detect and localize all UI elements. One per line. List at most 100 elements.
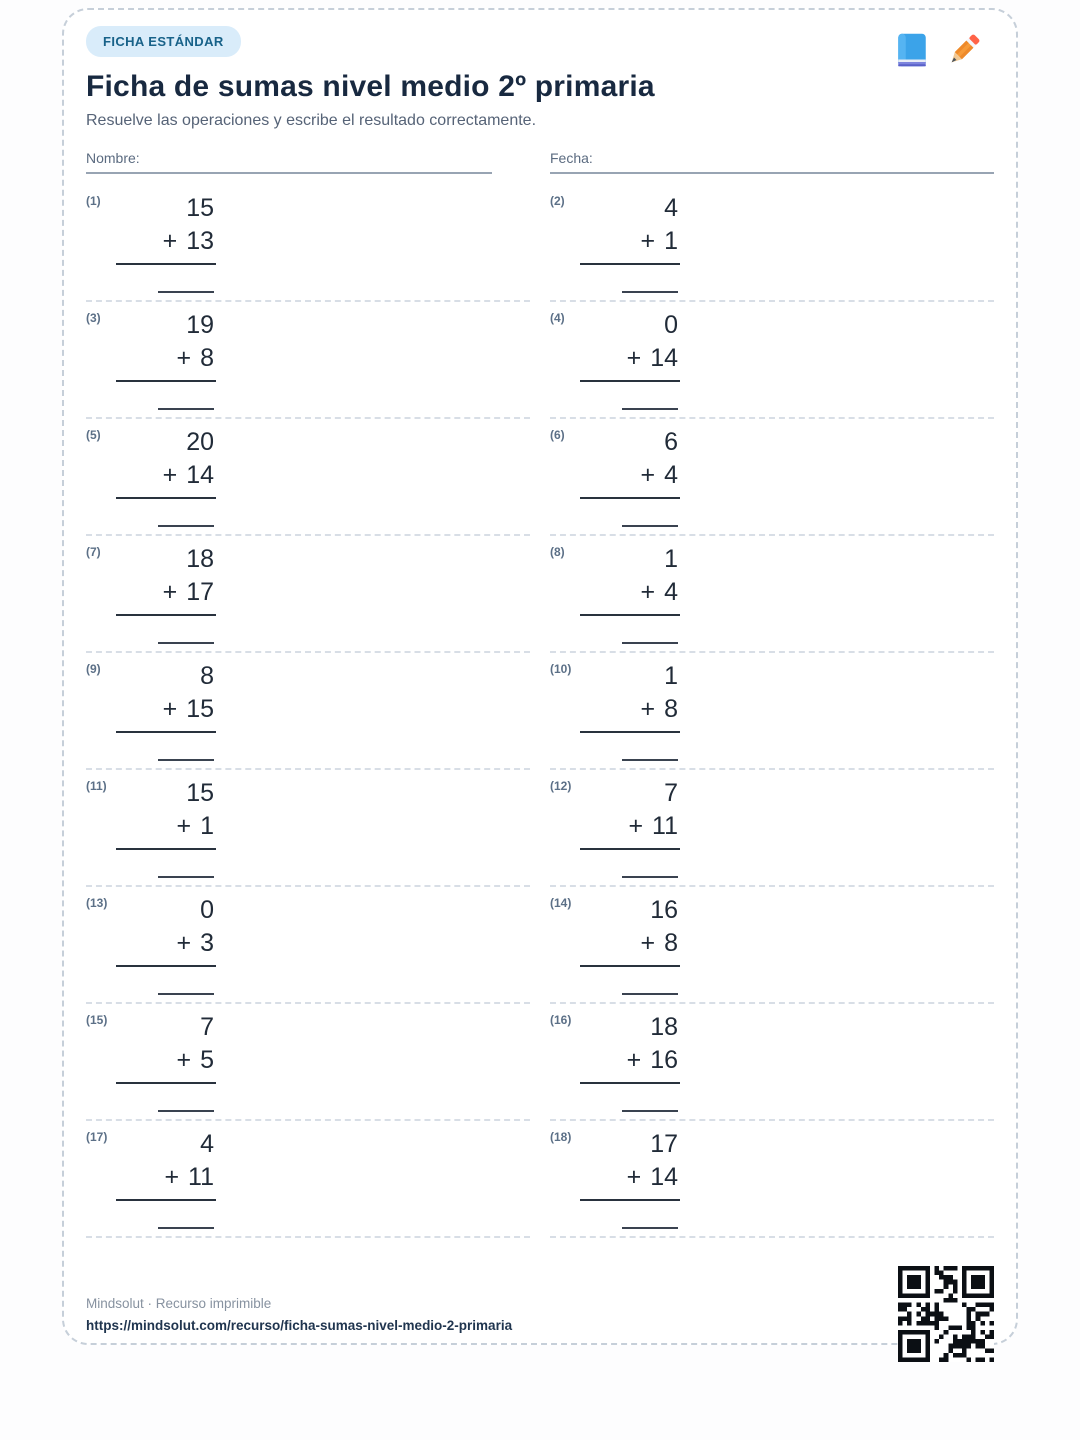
operand-top: 6 bbox=[664, 428, 678, 456]
answer-blank[interactable] bbox=[158, 408, 214, 410]
answer-blank[interactable] bbox=[158, 876, 214, 878]
operand-bottom: 1 bbox=[664, 227, 678, 255]
plus-operator: + bbox=[162, 461, 178, 489]
operand-stack: 0 +3 bbox=[116, 894, 216, 967]
operand-stack: 4 +11 bbox=[116, 1128, 216, 1201]
operand-bottom-row: +4 bbox=[580, 576, 680, 609]
answer-blank[interactable] bbox=[622, 1227, 678, 1229]
problem-block: 15 +1 bbox=[116, 777, 216, 878]
answer-blank[interactable] bbox=[158, 642, 214, 644]
operand-bottom-row: +15 bbox=[116, 693, 216, 726]
operand-top: 16 bbox=[650, 896, 678, 924]
answer-blank[interactable] bbox=[622, 759, 678, 761]
problem-block: 8 +15 bbox=[116, 660, 216, 761]
operand-bottom-row: +4 bbox=[580, 459, 680, 492]
operand-bottom-row: +3 bbox=[116, 927, 216, 960]
operand-bottom: 11 bbox=[188, 1163, 214, 1191]
operand-bottom: 16 bbox=[650, 1046, 678, 1074]
problem-block: 7 +5 bbox=[116, 1011, 216, 1112]
addition-problem: (15) 7 +5 bbox=[86, 1004, 530, 1121]
date-field-line[interactable] bbox=[550, 172, 994, 174]
operand-top: 15 bbox=[186, 779, 214, 807]
addition-problem: (6) 6 +4 bbox=[550, 419, 994, 536]
answer-blank[interactable] bbox=[622, 525, 678, 527]
addition-problem: (14) 16 +8 bbox=[550, 887, 994, 1004]
addition-problem: (2) 4 +1 bbox=[550, 185, 994, 302]
operand-stack: 7 +11 bbox=[580, 777, 680, 850]
operand-bottom: 8 bbox=[200, 344, 214, 372]
operand-stack: 15 +13 bbox=[116, 192, 216, 265]
answer-blank[interactable] bbox=[158, 1110, 214, 1112]
problem-number: (7) bbox=[86, 545, 101, 559]
operand-bottom: 14 bbox=[650, 1163, 678, 1191]
operand-stack: 18 +17 bbox=[116, 543, 216, 616]
answer-blank[interactable] bbox=[158, 291, 214, 293]
problem-number: (5) bbox=[86, 428, 101, 442]
operand-bottom: 8 bbox=[664, 929, 678, 957]
operand-bottom: 4 bbox=[664, 461, 678, 489]
operand-bottom: 5 bbox=[200, 1046, 214, 1074]
plus-operator: + bbox=[626, 1046, 642, 1074]
operand-top: 7 bbox=[664, 779, 678, 807]
operand-bottom-row: +8 bbox=[116, 342, 216, 375]
operand-top: 17 bbox=[650, 1130, 678, 1158]
answer-blank[interactable] bbox=[622, 291, 678, 293]
problem-block: 4 +1 bbox=[580, 192, 680, 293]
operand-bottom: 4 bbox=[664, 578, 678, 606]
operand-top: 4 bbox=[664, 194, 678, 222]
answer-blank[interactable] bbox=[622, 876, 678, 878]
operand-top: 15 bbox=[186, 194, 214, 222]
addition-problem: (9) 8 +15 bbox=[86, 653, 530, 770]
problem-block: 19 +8 bbox=[116, 309, 216, 410]
plus-operator: + bbox=[176, 929, 192, 957]
operand-bottom-row: +14 bbox=[580, 1161, 680, 1194]
operand-bottom-row: +1 bbox=[580, 225, 680, 258]
plus-operator: + bbox=[176, 344, 192, 372]
operand-stack: 1 +4 bbox=[580, 543, 680, 616]
worksheet-type-badge: FICHA ESTÁNDAR bbox=[86, 26, 241, 57]
operand-top: 1 bbox=[664, 662, 678, 690]
answer-blank[interactable] bbox=[158, 525, 214, 527]
operand-top: 0 bbox=[664, 311, 678, 339]
operand-top: 0 bbox=[200, 896, 214, 924]
problem-number: (6) bbox=[550, 428, 565, 442]
operand-bottom-row: +8 bbox=[580, 693, 680, 726]
answer-blank[interactable] bbox=[158, 993, 214, 995]
operand-top: 4 bbox=[200, 1130, 214, 1158]
problem-number: (11) bbox=[86, 779, 107, 793]
answer-blank[interactable] bbox=[622, 1110, 678, 1112]
answer-blank[interactable] bbox=[622, 408, 678, 410]
name-field-line[interactable] bbox=[86, 172, 492, 174]
date-field-label: Fecha: bbox=[550, 150, 593, 166]
operand-bottom-row: +13 bbox=[116, 225, 216, 258]
answer-blank[interactable] bbox=[158, 759, 214, 761]
problem-block: 1 +4 bbox=[580, 543, 680, 644]
operand-top: 19 bbox=[186, 311, 214, 339]
operand-bottom-row: +14 bbox=[580, 342, 680, 375]
plus-operator: + bbox=[626, 1163, 642, 1191]
name-field-label: Nombre: bbox=[86, 150, 140, 166]
operand-stack: 0 +14 bbox=[580, 309, 680, 382]
answer-blank[interactable] bbox=[622, 993, 678, 995]
operand-stack: 4 +1 bbox=[580, 192, 680, 265]
problem-block: 1 +8 bbox=[580, 660, 680, 761]
answer-blank[interactable] bbox=[622, 642, 678, 644]
footer-url-link[interactable]: https://mindsolut.com/recurso/ficha-suma… bbox=[86, 1318, 513, 1333]
operand-stack: 20 +14 bbox=[116, 426, 216, 499]
problems-grid: (1) 15 +13 (2) 4 +1 bbox=[86, 185, 994, 1238]
addition-problem: (5) 20 +14 bbox=[86, 419, 530, 536]
problem-block: 4 +11 bbox=[116, 1128, 216, 1229]
problem-number: (8) bbox=[550, 545, 565, 559]
header-icons bbox=[892, 30, 984, 70]
problem-block: 20 +14 bbox=[116, 426, 216, 527]
plus-operator: + bbox=[640, 227, 656, 255]
book-icon bbox=[898, 33, 926, 67]
plus-operator: + bbox=[640, 929, 656, 957]
operand-top: 8 bbox=[200, 662, 214, 690]
problem-number: (16) bbox=[550, 1013, 572, 1027]
problem-block: 15 +13 bbox=[116, 192, 216, 293]
operand-bottom-row: +16 bbox=[580, 1044, 680, 1077]
addition-problem: (18) 17 +14 bbox=[550, 1121, 994, 1238]
answer-blank[interactable] bbox=[158, 1227, 214, 1229]
addition-problem: (4) 0 +14 bbox=[550, 302, 994, 419]
